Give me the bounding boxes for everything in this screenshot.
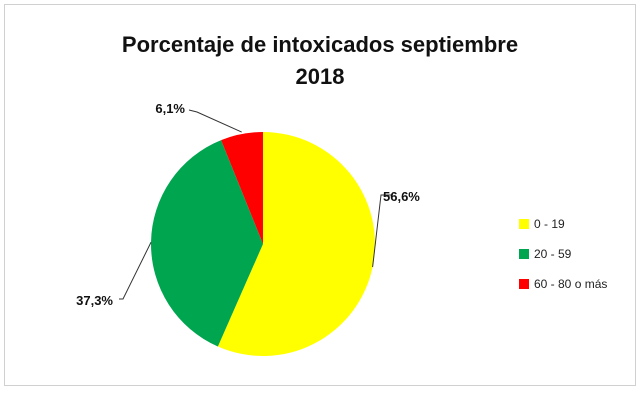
chart-title: Porcentaje de intoxicados septiembre 201… xyxy=(5,29,635,93)
legend-swatch-0-19 xyxy=(519,219,529,229)
legend-item-0-19: 0 - 19 xyxy=(519,209,607,239)
legend-swatch-20-59 xyxy=(519,249,529,259)
data-label-56-6: 56,6% xyxy=(383,189,420,204)
legend-label-60-80: 60 - 80 o más xyxy=(534,277,608,291)
legend-item-60-80: 60 - 80 o más xyxy=(519,269,607,299)
chart-area: Porcentaje de intoxicados septiembre 201… xyxy=(4,4,636,386)
chart-title-line-2: 2018 xyxy=(295,64,345,89)
pie-slices xyxy=(150,132,375,357)
slice-0-19 xyxy=(217,132,375,357)
data-label-37-3: 37,3% xyxy=(76,293,113,308)
legend-item-20-59: 20 - 59 xyxy=(519,239,607,269)
data-label-6-1: 6,1% xyxy=(155,101,185,116)
leader-line xyxy=(188,109,242,133)
chart-title-line-1: Porcentaje de intoxicados septiembre xyxy=(121,32,519,57)
legend-label-20-59: 20 - 59 xyxy=(534,247,572,261)
pie-chart: 56,6% 37,3% 6,1% xyxy=(76,101,420,357)
legend-swatch-60-80 xyxy=(519,279,529,289)
leader-lines xyxy=(119,109,393,300)
slice-20-59 xyxy=(150,140,263,347)
legend: 0 - 19 20 - 59 60 - 80 o más xyxy=(519,209,607,299)
leader-line xyxy=(119,242,152,300)
data-labels: 56,6% 37,3% 6,1% xyxy=(76,101,420,308)
legend-label-0-19: 0 - 19 xyxy=(534,217,565,231)
leader-line xyxy=(372,194,393,268)
slice-60-80 xyxy=(221,132,263,244)
